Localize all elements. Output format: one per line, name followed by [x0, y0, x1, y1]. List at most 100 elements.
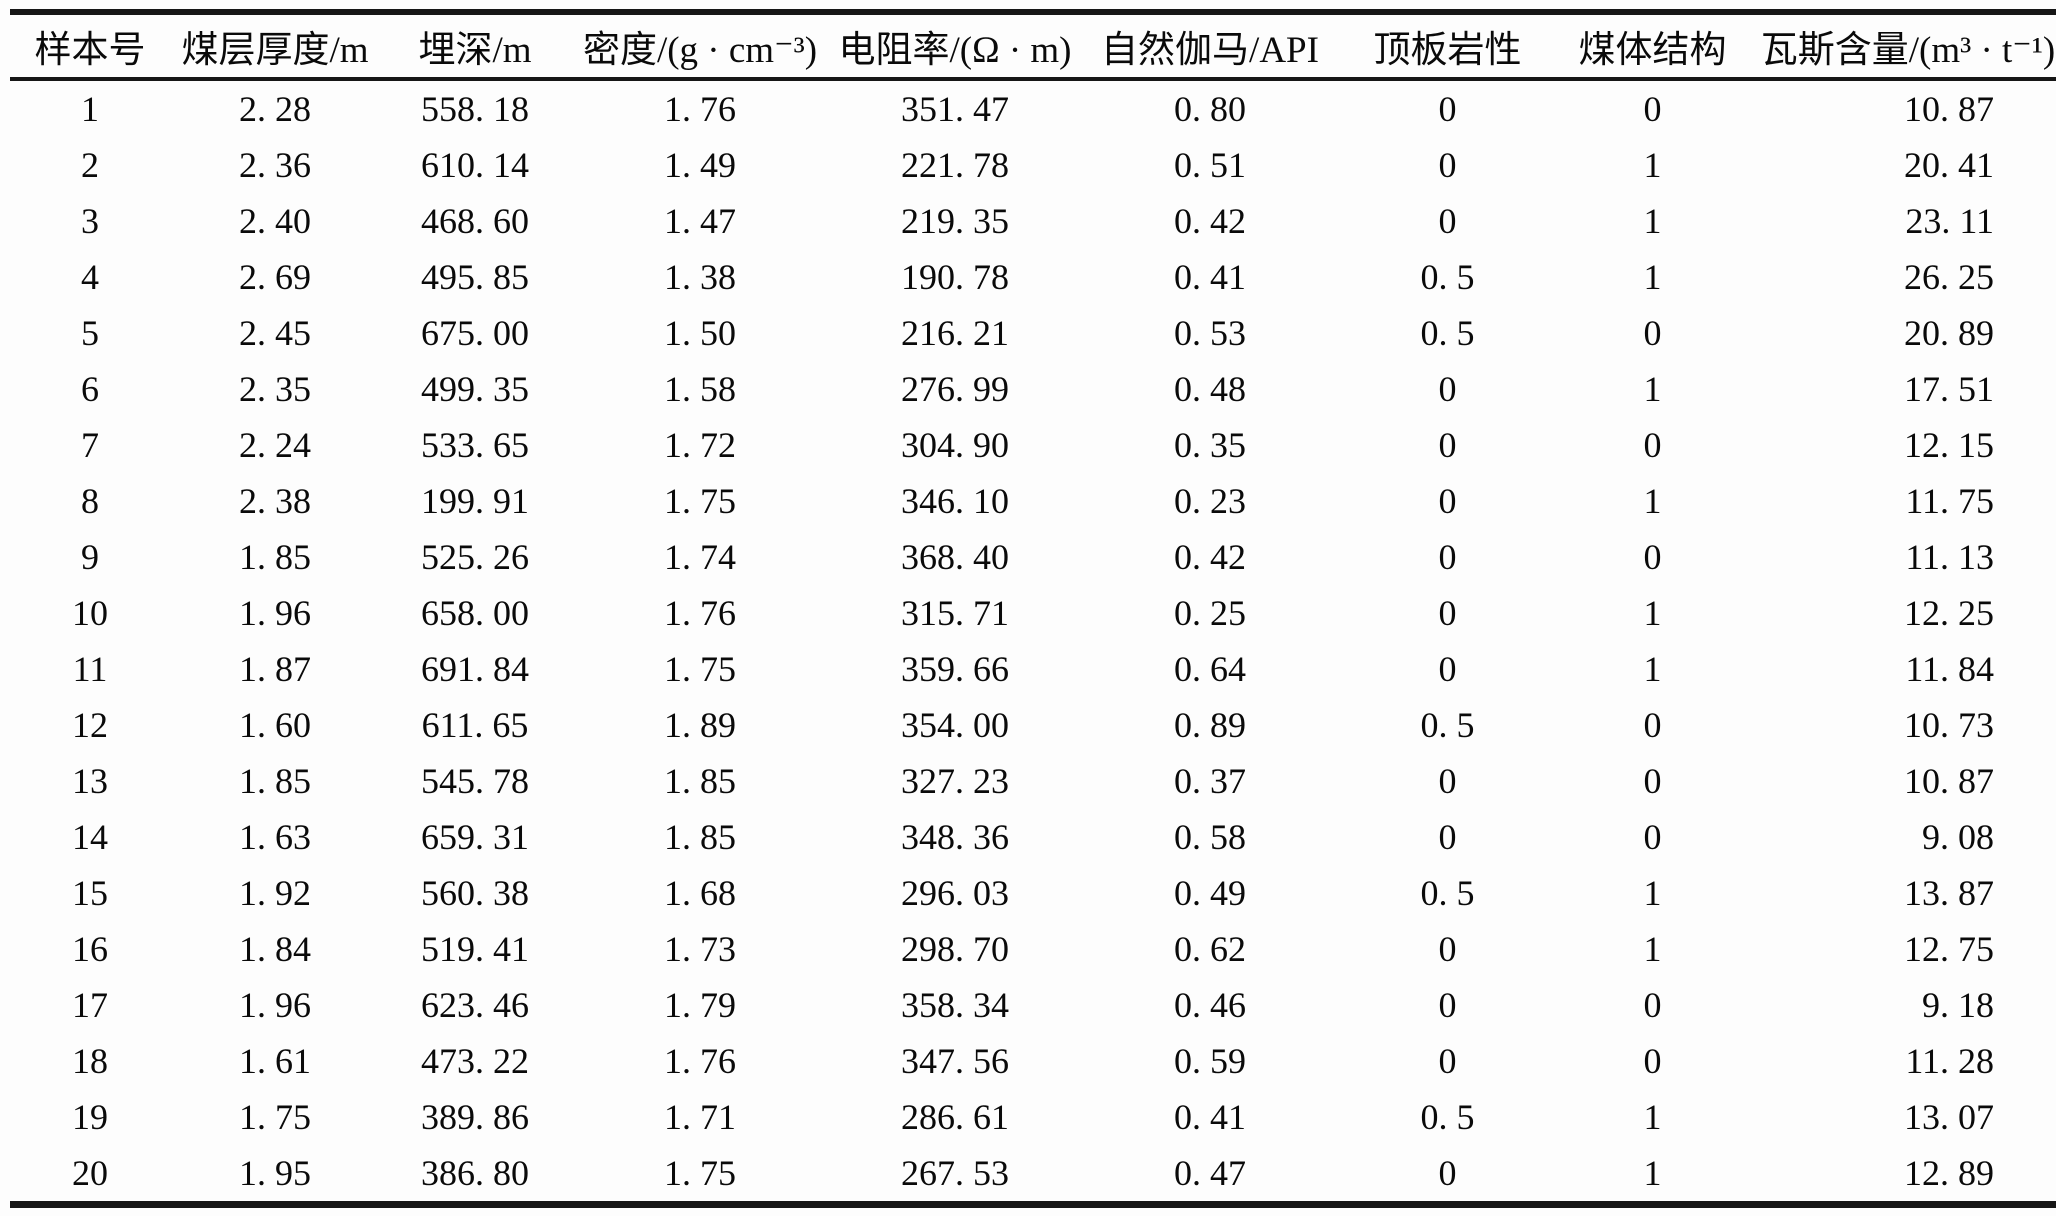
column-header: 埋深/m	[418, 30, 532, 71]
cell: 190. 78	[901, 257, 1009, 297]
cell: 2. 24	[239, 425, 311, 465]
table-row: 18 1. 61 473. 22 1. 76 347. 56 0. 59 0 0 11. 28	[10, 1033, 2056, 1089]
cell: 12. 15	[1904, 425, 1994, 465]
cell: 0	[1438, 761, 1457, 801]
cell: 1. 75	[664, 481, 736, 521]
table-row: 13 1. 85 545. 78 1. 85 327. 23 0. 37 0 0 10. 87	[10, 753, 2056, 809]
cell: 0. 5	[1420, 257, 1475, 297]
cell: 1. 85	[239, 537, 311, 577]
cell: 0. 58	[1174, 817, 1246, 857]
table-row: 10 1. 96 658. 00 1. 76 315. 71 0. 25 0 1 12. 25	[10, 585, 2056, 641]
cell: 675. 00	[421, 313, 529, 353]
cell: 1. 95	[239, 1153, 311, 1193]
cell: 276. 99	[901, 369, 1009, 409]
cell: 1. 61	[239, 1041, 311, 1081]
cell: 1. 79	[664, 985, 736, 1025]
cell: 1	[1643, 1153, 1662, 1193]
cell: 1. 74	[664, 537, 736, 577]
column-header: 样本号	[34, 30, 146, 71]
cell: 347. 56	[901, 1041, 1009, 1081]
cell: 20. 89	[1904, 313, 1994, 353]
cell: 0. 80	[1174, 89, 1246, 129]
table-row: 4 2. 69 495. 85 1. 38 190. 78 0. 41 0. 5 1 26. 2…	[10, 249, 2056, 305]
cell: 0	[1643, 537, 1662, 577]
cell: 12	[72, 705, 108, 745]
column-header: 电阻率/(Ω · m)	[838, 30, 1072, 71]
cell: 267. 53	[901, 1153, 1009, 1193]
cell: 0. 53	[1174, 313, 1246, 353]
column-header: 顶板岩性	[1373, 30, 1522, 71]
cell: 1. 63	[239, 817, 311, 857]
cell: 0	[1438, 145, 1457, 185]
cell: 13. 87	[1904, 873, 1994, 913]
table-row: 5 2. 45 675. 00 1. 50 216. 21 0. 53 0. 5 0 20. 8…	[10, 305, 2056, 361]
cell: 9. 18	[1922, 985, 1994, 1025]
cell: 10. 73	[1904, 705, 1994, 745]
cell: 1. 85	[664, 761, 736, 801]
cell: 0	[1438, 817, 1457, 857]
cell: 0. 5	[1420, 313, 1475, 353]
cell: 0. 5	[1420, 873, 1475, 913]
cell: 519. 41	[421, 929, 529, 969]
cell: 11	[72, 649, 108, 689]
cell: 0	[1643, 313, 1662, 353]
cell: 623. 46	[421, 985, 529, 1025]
column-header: 自然伽马/API	[1101, 30, 1319, 71]
cell: 545. 78	[421, 761, 529, 801]
cell: 0	[1643, 761, 1662, 801]
cell: 1. 75	[664, 1153, 736, 1193]
table-row: 7 2. 24 533. 65 1. 72 304. 90 0. 35 0 0 12. 15	[10, 417, 2056, 473]
table-body: 1 2. 28 558. 18 1. 76 351. 47 0. 80 0 0 10. 87 2 2…	[10, 79, 2056, 1205]
cell: 20	[72, 1153, 108, 1193]
cell: 13. 07	[1904, 1097, 1994, 1137]
cell: 659. 31	[421, 817, 529, 857]
cell: 468. 60	[421, 201, 529, 241]
cell: 560. 38	[421, 873, 529, 913]
cell: 0	[1643, 425, 1662, 465]
cell: 610. 14	[421, 145, 529, 185]
column-header: 煤层厚度/m	[181, 30, 369, 71]
cell: 1	[1643, 481, 1662, 521]
cell: 1. 75	[239, 1097, 311, 1137]
cell: 0	[1643, 817, 1662, 857]
cell: 1. 85	[239, 761, 311, 801]
cell: 8	[81, 481, 99, 521]
cell: 17. 51	[1904, 369, 1994, 409]
table-row: 11 1. 87 691. 84 1. 75 359. 66 0. 64 0 1 11. 84	[10, 641, 2056, 697]
cell: 26. 25	[1904, 257, 1994, 297]
cell: 12. 25	[1904, 593, 1994, 633]
cell: 354. 00	[901, 705, 1009, 745]
cell: 219. 35	[901, 201, 1009, 241]
cell: 1	[1643, 649, 1662, 689]
cell: 558. 18	[421, 89, 529, 129]
cell: 20. 41	[1904, 145, 1994, 185]
table-row: 17 1. 96 623. 46 1. 79 358. 34 0. 46 0 0 9. 18	[10, 977, 2056, 1033]
cell: 1. 73	[664, 929, 736, 969]
cell: 1. 76	[664, 1041, 736, 1081]
cell: 1	[1643, 257, 1662, 297]
cell: 0. 41	[1174, 1097, 1246, 1137]
cell: 315. 71	[901, 593, 1009, 633]
cell: 0. 41	[1174, 257, 1246, 297]
cell: 0	[1438, 89, 1457, 129]
cell: 1. 75	[664, 649, 736, 689]
cell: 327. 23	[901, 761, 1009, 801]
table-row: 2 2. 36 610. 14 1. 49 221. 78 0. 51 0 1 20. 41	[10, 137, 2056, 193]
cell: 296. 03	[901, 873, 1009, 913]
cell: 19	[72, 1097, 108, 1137]
cell: 1	[1643, 873, 1662, 913]
cell: 221. 78	[901, 145, 1009, 185]
cell: 1. 49	[664, 145, 736, 185]
cell: 216. 21	[901, 313, 1009, 353]
cell: 0	[1438, 929, 1457, 969]
cell: 18	[72, 1041, 108, 1081]
header-row: 样本号 煤层厚度/m 埋深/m 密度/(g · cm⁻³) 电阻率/(Ω · m) 自然伽…	[10, 12, 2056, 79]
cell: 10. 87	[1904, 89, 1994, 129]
cell: 1. 87	[239, 649, 311, 689]
cell: 1. 96	[239, 593, 311, 633]
cell: 11. 13	[1905, 537, 1994, 577]
cell: 13	[72, 761, 108, 801]
table-header: 样本号 煤层厚度/m 埋深/m 密度/(g · cm⁻³) 电阻率/(Ω · m) 自然伽…	[10, 12, 2056, 79]
cell: 0	[1438, 1153, 1457, 1193]
